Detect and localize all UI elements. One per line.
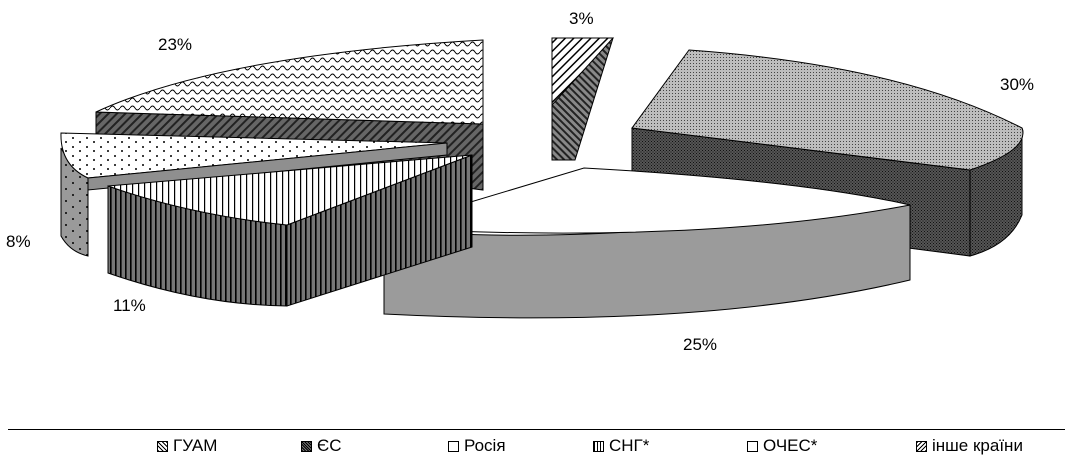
legend-swatch-bsec [747, 440, 758, 452]
slice-russia-side [383, 204, 911, 319]
label-russia: 25% [683, 335, 717, 354]
legend-swatch-russia [448, 440, 459, 452]
slice-russia-top [383, 167, 911, 234]
legend-divider [8, 429, 1065, 430]
legend-label-eu: ЄС [317, 436, 342, 455]
slice-bsec-inner-side [87, 142, 448, 191]
label-guam: 3% [569, 9, 594, 28]
legend-swatch-cis [593, 440, 604, 452]
chart-legend: ГУАМ ЄС Росія СНГ* ОЧЕС* інше країни [0, 436, 1073, 466]
legend-item-guam: ГУАМ [157, 436, 217, 456]
slice-cis-top [107, 154, 473, 226]
slice-guam-top [551, 37, 615, 107]
legend-label-guam: ГУАМ [173, 436, 218, 455]
slice-other-top [95, 39, 484, 125]
label-cis: 11% [113, 296, 146, 315]
legend-swatch-other [916, 440, 927, 452]
legend-item-eu: ЄС [301, 436, 342, 456]
legend-label-bsec: ОЧЕС* [763, 436, 818, 455]
label-other: 23% [158, 35, 192, 54]
slice-russia [383, 167, 911, 319]
legend-label-russia: Росія [464, 436, 506, 455]
slice-eu-top [631, 49, 1024, 171]
legend-item-bsec: ОЧЕС* [747, 436, 817, 456]
label-bsec: 8% [6, 232, 31, 251]
slice-bsec [60, 132, 448, 257]
pie-chart: 3% 30% 25% 11% 8% 23% [6, 9, 1034, 354]
legend-swatch-guam [157, 440, 168, 452]
legend-label-cis: СНГ* [609, 436, 650, 455]
legend-item-cis: СНГ* [593, 436, 649, 456]
legend-label-other: інше країни [932, 436, 1023, 455]
legend-item-russia: Росія [448, 436, 506, 456]
legend-item-other: інше країни [916, 436, 1023, 456]
label-eu: 30% [1000, 75, 1034, 94]
slice-cis [107, 154, 473, 307]
legend-swatch-eu [301, 440, 312, 452]
slice-guam [551, 37, 615, 161]
